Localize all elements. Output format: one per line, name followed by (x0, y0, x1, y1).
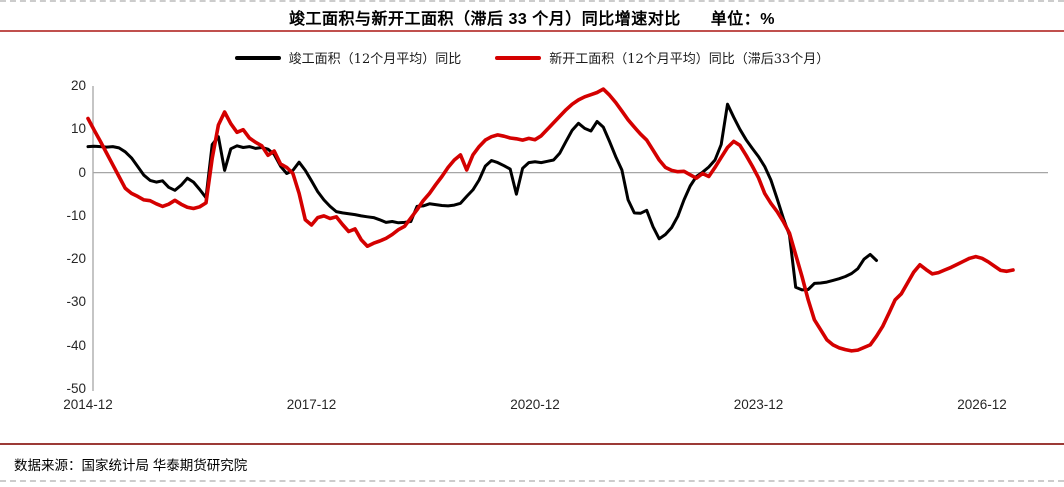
legend-item-0: 竣工面积（12个月平均）同比 (234, 48, 462, 67)
y-axis-tick-label: -40 (66, 337, 86, 353)
legend-label: 新开工面积（12个月平均）同比（滞后33个月） (549, 52, 830, 67)
y-axis-tick-label: -20 (66, 251, 86, 267)
x-axis-tick-label: 2026-12 (957, 397, 1007, 412)
x-axis-tick-label: 2020-12 (510, 397, 560, 412)
x-axis-tick-label: 2014-12 (63, 397, 113, 412)
chart-title: 竣工面积与新开工面积（滞后 33 个月）同比增速对比 (289, 11, 681, 28)
y-axis-tick-label: 20 (70, 78, 86, 94)
page-bottom-dashed-border (0, 480, 1064, 482)
legend-line-swatch (495, 55, 542, 60)
legend-line-swatch (234, 55, 281, 60)
y-axis-tick-label: -50 (66, 381, 86, 397)
y-axis-tick-label: 10 (70, 121, 86, 137)
chart-title-row: 竣工面积与新开工面积（滞后 33 个月）同比增速对比 单位：% (0, 5, 1064, 29)
legend-item-1: 新开工面积（12个月平均）同比（滞后33个月） (495, 48, 829, 67)
title-underline-rule (0, 30, 1064, 32)
chart-legend: 竣工面积（12个月平均）同比 新开工面积（12个月平均）同比（滞后33个月） (0, 48, 1064, 67)
series-line-1 (86, 87, 1015, 353)
data-source-footer: 数据来源：国家统计局 华泰期货研究院 (0, 443, 1064, 480)
y-axis-tick-label: -10 (66, 207, 86, 223)
chart-unit-label: 单位：% (710, 11, 775, 28)
series-line-0 (86, 102, 878, 292)
page-top-dashed-border (0, 0, 1064, 2)
data-source-text: 数据来源：国家统计局 华泰期货研究院 (14, 458, 248, 473)
x-axis-tick-label: 2023-12 (733, 397, 784, 412)
y-axis-tick-label: -30 (66, 294, 86, 310)
y-axis-tick-label: 0 (78, 164, 86, 180)
legend-label: 竣工面积（12个月平均）同比 (288, 52, 462, 67)
x-axis-tick-label: 2017-12 (286, 397, 337, 412)
